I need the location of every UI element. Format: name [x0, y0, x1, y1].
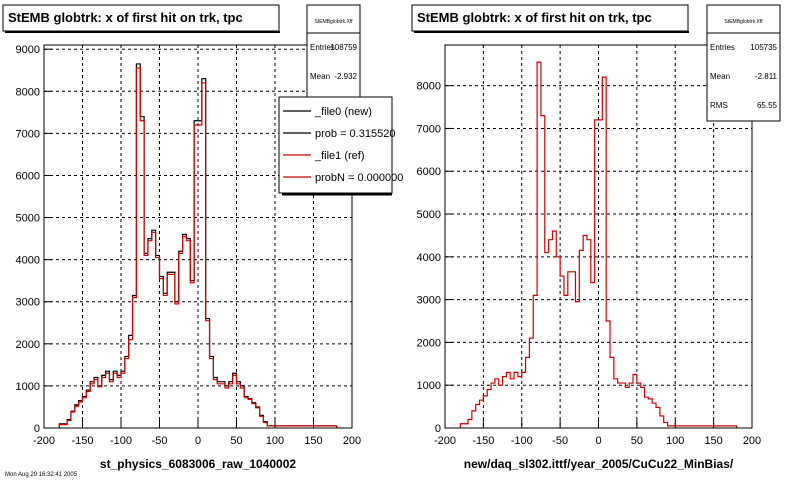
stats-label: RMS: [710, 101, 728, 110]
x-tick-label: -200: [33, 435, 55, 447]
y-tick-label: 7000: [417, 123, 441, 135]
y-tick-label: 3000: [16, 297, 40, 309]
chart-title: StEMB globtrk: x of first hit on trk, tp…: [8, 10, 243, 25]
y-tick-label: 5000: [417, 209, 441, 221]
left-histogram-panel: -200 -150 -100 -50 0 50 100 150 2000100020003000…: [2, 4, 403, 471]
y-tick-label: 7000: [16, 128, 40, 140]
right-histogram-panel: -200 -150 -100 -50 0 50 100 150 2000100020003000…: [411, 4, 781, 471]
x-axis-label: st_physics_6083006_raw_1040002: [100, 457, 296, 471]
x-tick-label: -50: [152, 435, 168, 447]
x-tick-label: 200: [343, 435, 361, 447]
y-tick-label: 6000: [417, 166, 441, 178]
x-tick-label: 50: [631, 435, 643, 447]
stats-name: StEMBglobtrk.Xff: [315, 19, 354, 25]
y-tick-label: 1000: [417, 380, 441, 392]
x-tick-label: -50: [552, 435, 568, 447]
x-tick-label: 0: [195, 435, 201, 447]
footer-timestamp: Mon Aug 29 16:32:41 2005: [5, 472, 78, 478]
y-tick-label: 2000: [16, 339, 40, 351]
x-tick-label: 100: [666, 435, 684, 447]
y-tick-label: 1000: [16, 381, 40, 393]
stats-value: 108759: [330, 43, 357, 52]
histogram-series-1: [58, 67, 338, 428]
legend-entry-label: probN = 0.000000: [315, 172, 403, 184]
stats-value: 105735: [750, 43, 777, 52]
x-tick-label: 150: [304, 435, 322, 447]
x-tick-label: 200: [743, 435, 761, 447]
title-box: [411, 4, 689, 32]
y-tick-label: 9000: [16, 44, 40, 56]
legend-entry-label: _file0 (new): [314, 106, 372, 118]
title-box: [2, 4, 280, 32]
x-axis-label: new/daq_sl302.ittf/year_2005/CuCu22_MinB…: [464, 457, 734, 471]
x-tick-label: 0: [595, 435, 601, 447]
stats-name: StEMBglobtrk.Xff: [725, 19, 764, 25]
y-tick-label: 4000: [16, 255, 40, 267]
stats-label: Mean: [710, 72, 730, 81]
stats-box: [306, 4, 361, 101]
y-tick-label: 0: [34, 423, 40, 435]
x-tick-label: 100: [266, 435, 284, 447]
stats-label: Mean: [310, 72, 330, 81]
chart-title: StEMB globtrk: x of first hit on trk, tp…: [417, 10, 652, 25]
x-tick-label: -100: [110, 435, 132, 447]
y-tick-label: 4000: [417, 252, 441, 264]
y-tick-label: 2000: [417, 337, 441, 349]
stats-box: [706, 4, 781, 122]
histogram-series-0: [459, 61, 738, 428]
stats-value: 65.55: [757, 101, 778, 110]
stats-label: Entries: [310, 43, 335, 52]
y-tick-label: 8000: [16, 86, 40, 98]
legend-entry-label: _file1 (ref): [314, 150, 365, 162]
y-tick-label: 6000: [16, 170, 40, 182]
x-tick-label: 150: [704, 435, 722, 447]
stats-value: -2.932: [334, 72, 357, 81]
y-tick-label: 8000: [417, 81, 441, 93]
stats-value: -2.811: [755, 72, 778, 81]
x-tick-label: -150: [472, 435, 494, 447]
y-tick-label: 5000: [16, 213, 40, 225]
legend-entry-label: prob = 0.315520: [315, 128, 395, 140]
x-tick-label: -200: [434, 435, 456, 447]
y-tick-label: 0: [435, 423, 441, 435]
x-tick-label: -100: [511, 435, 533, 447]
x-tick-label: 50: [230, 435, 242, 447]
stats-label: Entries: [710, 43, 735, 52]
y-tick-label: 3000: [417, 295, 441, 307]
x-tick-label: -150: [71, 435, 93, 447]
